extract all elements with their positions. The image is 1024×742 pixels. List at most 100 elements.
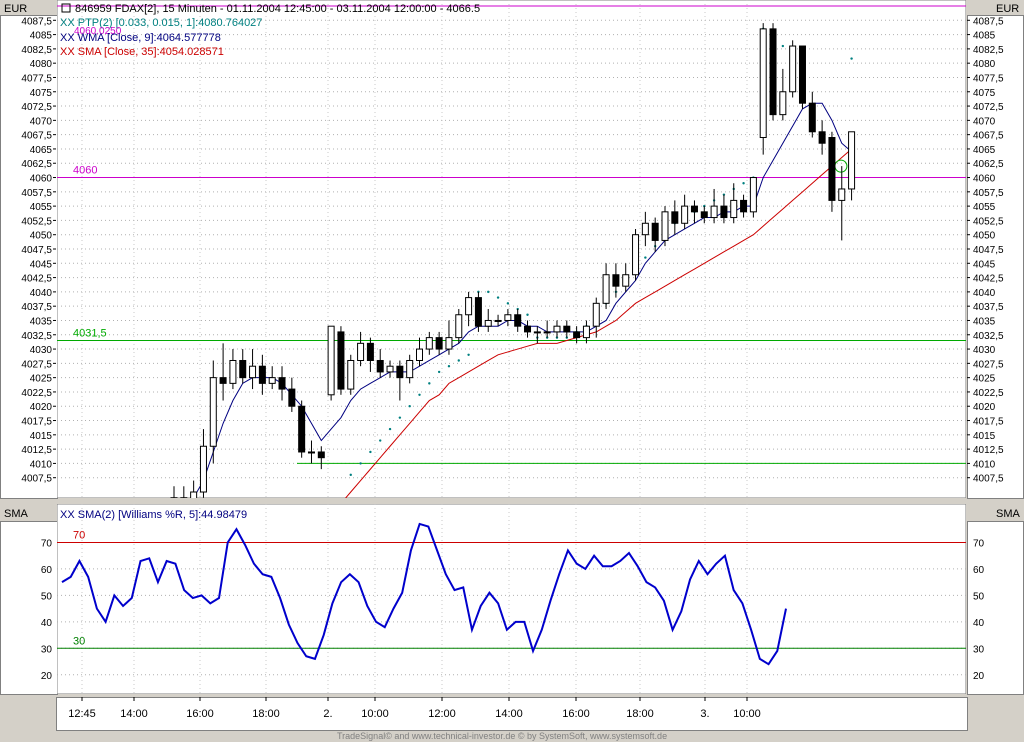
ptp-dot bbox=[644, 256, 647, 259]
price-tick-label-right: 4062,5 bbox=[973, 159, 1004, 170]
candle-up bbox=[582, 325, 590, 339]
indicator-tick-label-right: 70 bbox=[973, 538, 985, 549]
candle-down bbox=[366, 342, 374, 361]
candle-up bbox=[681, 205, 689, 224]
price-tick-label-right: 4027,5 bbox=[973, 359, 1004, 370]
candle-up bbox=[789, 45, 797, 93]
candle-up bbox=[494, 319, 502, 322]
price-tick-label-right: 4035 bbox=[973, 316, 996, 327]
price-tick-label-right: 4010 bbox=[973, 459, 996, 470]
ptp-dot bbox=[496, 296, 500, 299]
candle-up bbox=[455, 314, 463, 339]
candle-down bbox=[612, 274, 620, 287]
price-tick-label-left: 4052,5 bbox=[21, 216, 52, 227]
candle-up bbox=[386, 365, 394, 373]
price-tick-label-left: 4062,5 bbox=[21, 159, 52, 170]
ptp-dot bbox=[516, 307, 519, 311]
candle-down bbox=[690, 205, 698, 213]
ptp-dot bbox=[437, 370, 441, 374]
sub-y-labels-left: 70 60 50 40 30 20 bbox=[41, 538, 53, 681]
price-tick-label-left: 4045 bbox=[30, 259, 53, 270]
candle-down bbox=[671, 211, 679, 224]
price-tick-label-left: 4047,5 bbox=[21, 245, 52, 256]
indicator-tick-label-right: 50 bbox=[973, 591, 985, 602]
ptp-dot bbox=[359, 462, 362, 465]
candle-up bbox=[190, 491, 198, 498]
candle-down bbox=[219, 377, 227, 384]
price-tick-label-left: 4032,5 bbox=[21, 331, 52, 342]
candle-up bbox=[592, 302, 600, 327]
price-tick-label-left: 4027,5 bbox=[21, 359, 52, 370]
ptp-dot bbox=[850, 57, 853, 60]
left-price-axis bbox=[0, 15, 58, 499]
candle-down bbox=[288, 388, 296, 407]
chart-title-icon[interactable] bbox=[61, 3, 71, 13]
price-tick-label-left: 4077,5 bbox=[21, 73, 52, 84]
ptp-dot bbox=[742, 182, 745, 185]
price-tick-label-right: 4052,5 bbox=[973, 216, 1004, 227]
legend-sma: XX SMA [Close, 35]:4054.028571 bbox=[60, 46, 224, 58]
candle-up bbox=[229, 359, 237, 384]
chart-title: 846959 FDAX[2], 15 Minuten - 01.11.2004 … bbox=[75, 3, 480, 15]
price-tick-label-left: 4050 bbox=[30, 231, 53, 242]
candle-down bbox=[396, 365, 404, 379]
candle-up bbox=[543, 331, 551, 334]
candle-up bbox=[641, 222, 649, 236]
candle-down bbox=[700, 211, 708, 219]
candle-up bbox=[602, 274, 610, 304]
candle-up bbox=[622, 274, 630, 287]
price-tick-label-right: 4080 bbox=[973, 59, 996, 70]
candle-up bbox=[357, 342, 365, 361]
candle-down bbox=[563, 325, 571, 333]
price-tick-label-right: 4012,5 bbox=[973, 445, 1004, 456]
ptp-dot bbox=[526, 313, 529, 316]
price-tick-label-right: 4007,5 bbox=[973, 474, 1004, 485]
indicator-tick-label-left: 50 bbox=[41, 591, 53, 602]
price-tick-label-left: 4072,5 bbox=[21, 102, 52, 113]
price-tick-label-left: 4087,5 bbox=[21, 16, 52, 27]
candle-down bbox=[798, 45, 806, 104]
indicator-chart[interactable]: 70 30 XX SMA(2) [Williams %R, 5]:44.98479 bbox=[57, 504, 966, 694]
candle-down bbox=[298, 405, 306, 453]
indicator-tick-label-right: 20 bbox=[973, 671, 985, 682]
price-tick-label-right: 4040 bbox=[973, 288, 996, 299]
candle-down bbox=[278, 377, 286, 390]
price-tick-label-left: 4065 bbox=[30, 145, 53, 156]
sub-label-left: SMA bbox=[4, 508, 28, 520]
ptp-dot bbox=[447, 365, 451, 368]
indicator-level-label: 70 bbox=[73, 529, 85, 541]
indicator-legend: XX SMA(2) [Williams %R, 5]:44.98479 bbox=[60, 509, 247, 521]
ptp-dot bbox=[467, 353, 470, 356]
indicator-tick-label-right: 60 bbox=[973, 565, 985, 576]
sub-label-right: SMA bbox=[996, 508, 1020, 520]
candle-up bbox=[209, 377, 217, 447]
indicator-tick-label-left: 40 bbox=[41, 618, 53, 629]
candle-up bbox=[553, 325, 561, 333]
ptp-dot bbox=[369, 450, 372, 454]
currency-label-right: EUR bbox=[996, 3, 1020, 15]
ptp-dot bbox=[781, 44, 785, 48]
candle-up bbox=[661, 211, 669, 241]
candle-up bbox=[445, 337, 453, 350]
time-tick-label: 2. bbox=[323, 708, 332, 720]
price-tick-label-right: 4022,5 bbox=[973, 388, 1004, 399]
price-tick-label-right: 4060 bbox=[973, 174, 996, 185]
candle-up bbox=[533, 331, 541, 334]
time-tick-label: 3. bbox=[700, 708, 709, 720]
price-tick-label-right: 4030 bbox=[973, 345, 996, 356]
price-tick-label-right: 4037,5 bbox=[973, 302, 1004, 313]
candle-up bbox=[416, 348, 423, 361]
price-tick-label-left: 4060 bbox=[30, 174, 53, 185]
candle-up bbox=[484, 319, 492, 327]
price-tick-label-right: 4057,5 bbox=[973, 188, 1004, 199]
indicator-level-label: 30 bbox=[73, 635, 85, 647]
williams-sma-line bbox=[61, 522, 787, 666]
candle-up bbox=[504, 314, 512, 321]
candle-down bbox=[573, 331, 581, 339]
candle-down bbox=[740, 199, 748, 213]
price-tick-label-left: 4037,5 bbox=[21, 302, 52, 313]
price-chart[interactable]: 4060 4031,5 846959 FDAX[2], 15 Minuten - … bbox=[57, 0, 966, 498]
price-tick-label-left: 4007,5 bbox=[21, 474, 52, 485]
time-tick-label: 12:00 bbox=[428, 708, 456, 720]
candle-down bbox=[258, 365, 266, 384]
